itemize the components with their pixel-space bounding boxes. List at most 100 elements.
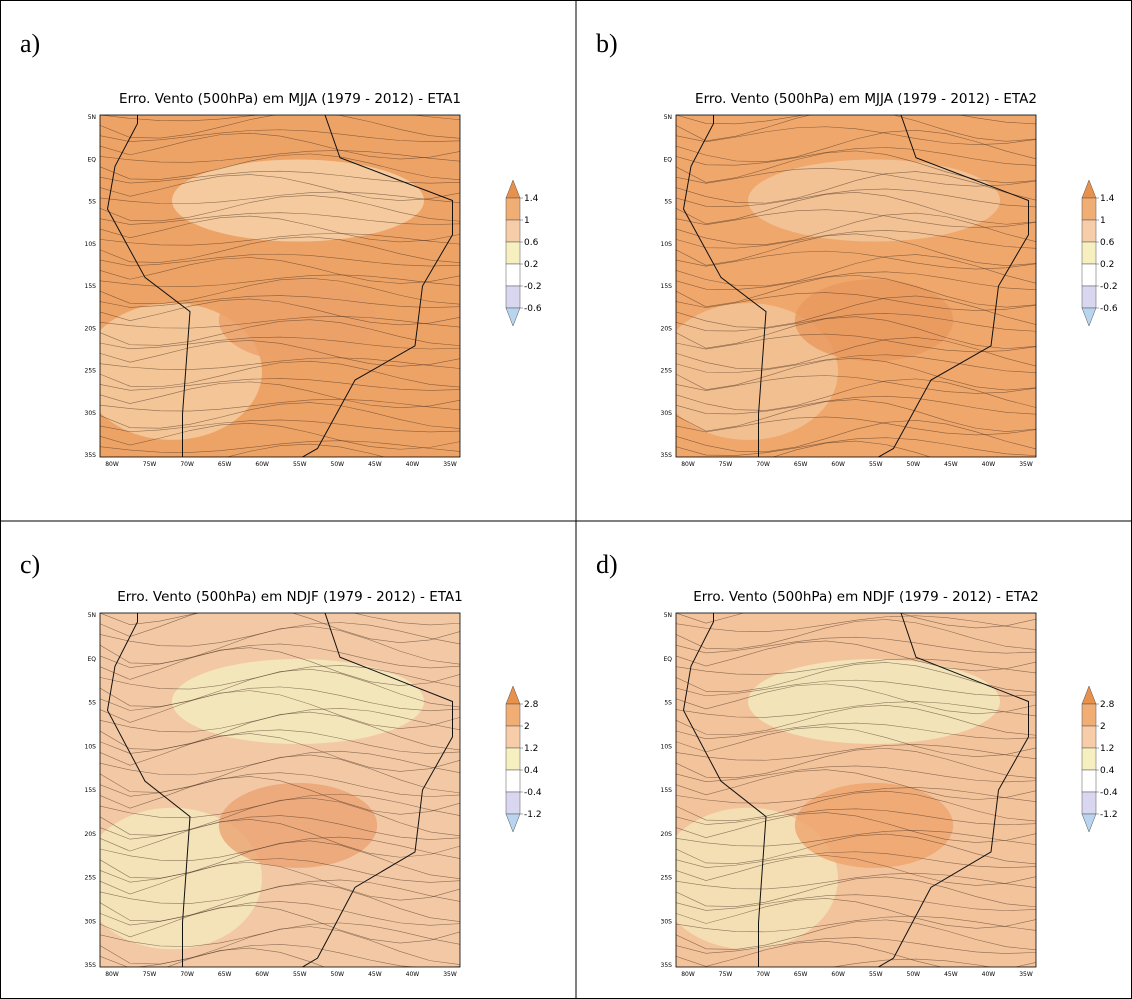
lat-label: EQ [663,156,672,163]
streamline [100,776,460,815]
streamline [100,129,460,143]
streamline [676,375,1036,394]
streamline [100,686,460,712]
streamline [676,171,1036,204]
lat-label: 5N [664,114,672,121]
map-shading [794,279,954,362]
colorbar-segment [505,725,521,749]
lat-label: 25S [85,368,97,375]
streamline [676,830,1036,847]
streamline [100,357,460,370]
lon-label: 50W [331,971,345,978]
streamline [676,233,1036,267]
streamline [100,402,460,429]
streamline [100,944,460,967]
streamline [676,790,1036,822]
lon-label: 65W [218,971,232,978]
lon-label: 80W [105,971,119,978]
streamline [100,819,460,858]
lat-label: 35S [85,452,97,459]
panel-label: c) [20,550,40,579]
streamline [676,271,1036,291]
colorbar-label: -0.2 [1100,282,1118,292]
colorbar-segment [1081,769,1097,793]
streamline [676,872,1036,890]
colorbar-segment [505,769,521,793]
streamline [100,840,460,879]
streamline [676,354,1036,374]
lat-label: 30S [85,918,97,925]
streamline [676,613,1036,629]
colorbar-segment [1081,703,1097,727]
streamline [100,861,460,901]
lat-label: 25S [85,875,97,882]
colorbar-segment [1081,241,1097,265]
panel: a) Erro. Vento (500hPa) em MJJA (1979 - 2… [20,29,542,468]
lon-label: 75W [719,971,733,978]
lat-label: 20S [85,325,97,332]
lon-label: 45W [944,461,958,468]
lat-label: 10S [661,241,673,248]
streamline [100,195,460,222]
streamline [676,958,993,967]
streamline [676,808,1036,826]
lat-label: 5N [88,612,96,619]
streamline [676,683,1036,715]
colorbar-segment [1081,197,1097,221]
streamline [100,622,460,647]
colorbar-segment [1081,791,1097,815]
colorbar-segment [505,219,521,243]
streamline [676,437,1036,456]
colorbar-label: -1.2 [1100,810,1118,820]
streamline [100,922,460,947]
streamline [100,733,460,772]
streamline [676,209,1036,228]
streamline [100,926,460,965]
panel: b) Erro. Vento (500hPa) em MJJA (1979 - 2… [596,29,1118,468]
streamline [676,192,1036,225]
colorbar-label: 0.6 [1100,238,1115,248]
colorbar-label: -1.2 [524,810,542,820]
lon-label: 70W [756,461,770,468]
lat-label: 10S [85,743,97,750]
streamline [676,636,1036,654]
streamline [100,625,460,665]
streamline [100,174,460,201]
coastline [682,613,1029,967]
lon-label: 45W [944,971,958,978]
streamline [100,690,460,729]
streamline [100,277,460,305]
streamline [676,150,1036,184]
streamline [100,836,460,861]
colorbar-end [505,813,521,833]
colorbar-end [505,179,521,199]
colorbar-label: 1 [524,216,530,226]
lon-label: 75W [143,461,157,468]
lon-label: 55W [869,971,883,978]
streamline [100,729,460,755]
lat-label: 15S [661,283,673,290]
streamline [676,295,1036,328]
streamline [100,708,460,733]
map-shading [676,807,838,950]
streamline [100,647,460,686]
panel-label: b) [596,29,618,58]
streamline [676,919,1036,951]
streamline [676,765,1036,783]
colorbar-segment [505,791,521,815]
colorbar-label: 2 [524,722,530,732]
streamline [676,129,1036,162]
colorbar-segment [1081,219,1097,243]
streamline [100,378,460,391]
streamline [676,787,1036,804]
lat-label: 30S [85,410,97,417]
lon-label: 60W [831,971,845,978]
streamline [676,898,1036,929]
colorbar-end [1081,685,1097,705]
panel-title: Erro. Vento (500hPa) em MJJA (1979 - 201… [695,91,1037,107]
streamline [100,215,460,243]
streamline [676,894,1036,911]
streamline [100,170,460,184]
lon-label: 40W [982,971,996,978]
streamline [676,316,1036,349]
